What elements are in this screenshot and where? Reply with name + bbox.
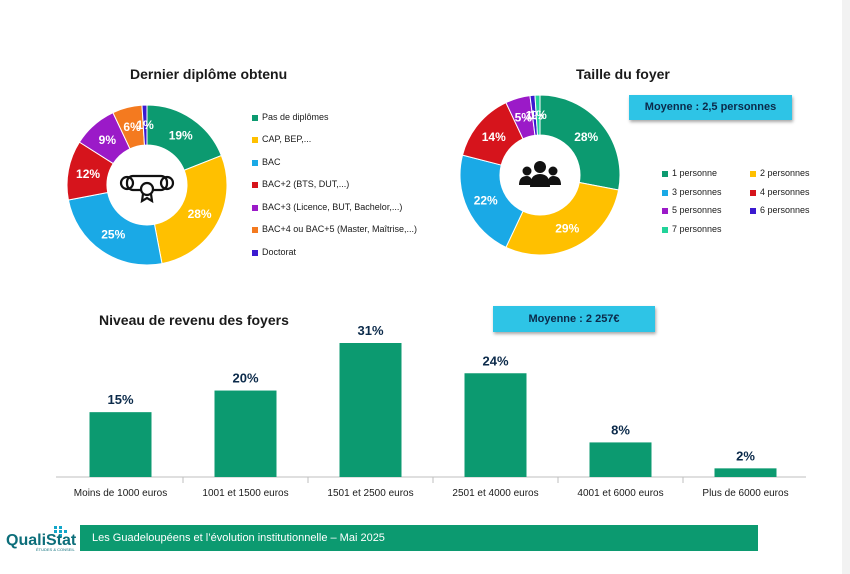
income-category-label-0: Moins de 1000 euros xyxy=(74,488,167,499)
income-bar-label-5: 2% xyxy=(736,448,755,463)
household-legend-swatch-0 xyxy=(662,170,668,177)
diploma-icon xyxy=(119,174,175,204)
diploma-slice-label-5: 6% xyxy=(123,120,141,134)
diploma-slice-label-0: 19% xyxy=(169,128,193,142)
income-category-label-2: 1501 et 2500 euros xyxy=(327,488,413,499)
diploma-legend-item-3: BAC+2 (BTS, DUT,...) xyxy=(252,179,349,189)
qualistat-logo: QualiStat ÉTUDES & CONSEIL xyxy=(6,526,86,557)
diploma-legend-swatch-0 xyxy=(252,114,258,121)
diploma-legend-label-1: CAP, BEP,... xyxy=(262,134,312,144)
diploma-legend-swatch-4 xyxy=(252,204,258,211)
diploma-slice-2 xyxy=(67,191,163,266)
logo-wordmark: QualiStat xyxy=(6,532,77,549)
income-bar-1 xyxy=(214,390,277,477)
income-bar-chart: 15% Moins de 1000 euros 20% 1001 et 1500 eu… xyxy=(56,323,806,499)
diploma-legend-swatch-5 xyxy=(252,226,258,233)
household-legend-swatch-3 xyxy=(750,189,756,196)
diploma-legend-item-5: BAC+4 ou BAC+5 (Master, Maîtrise,...) xyxy=(252,224,417,234)
household-legend-label-3: 4 personnes xyxy=(760,187,810,197)
diploma-slice-label-2: 25% xyxy=(101,228,125,242)
page-edge xyxy=(842,0,850,574)
income-bar-3 xyxy=(464,373,527,477)
diploma-legend-label-6: Doctorat xyxy=(262,247,297,257)
household-average-badge: Moyenne : 2,5 personnes xyxy=(629,95,792,120)
diploma-legend-label-5: BAC+4 ou BAC+5 (Master, Maîtrise,...) xyxy=(262,224,418,234)
household-legend-item-2: 3 personnes xyxy=(662,187,722,197)
diploma-slice-label-6: 1% xyxy=(136,118,154,132)
household-slice-label-6: 1% xyxy=(529,108,547,122)
people-group-icon xyxy=(519,161,561,187)
diploma-legend-item-1: CAP, BEP,... xyxy=(252,134,311,144)
diploma-slice-6 xyxy=(141,104,148,146)
household-legend-swatch-1 xyxy=(750,170,756,177)
diploma-legend-swatch-6 xyxy=(252,249,258,256)
income-category-label-5: Plus de 6000 euros xyxy=(702,488,788,499)
diploma-legend-item-2: BAC xyxy=(252,157,281,167)
household-legend-item-5: 6 personnes xyxy=(750,205,810,215)
household-legend-swatch-2 xyxy=(662,189,668,196)
diploma-legend-item-6: Doctorat xyxy=(252,247,296,257)
household-legend-item-1: 2 personnes xyxy=(750,168,810,178)
diploma-slice-1 xyxy=(153,154,228,265)
diploma-slice-label-3: 12% xyxy=(76,167,100,181)
household-legend-label-1: 2 personnes xyxy=(760,168,810,178)
household-legend-label-4: 5 personnes xyxy=(672,205,722,215)
household-slice-0 xyxy=(539,94,621,191)
household-slice-1 xyxy=(505,181,620,256)
diploma-legend-item-4: BAC+3 (Licence, BUT, Bachelor,...) xyxy=(252,202,402,212)
diploma-legend-swatch-1 xyxy=(252,136,258,143)
income-bar-5 xyxy=(714,468,777,477)
income-bar-label-2: 31% xyxy=(357,323,383,338)
income-category-label-1: 1001 et 1500 euros xyxy=(202,488,288,499)
income-bar-label-1: 20% xyxy=(232,371,258,386)
diploma-chart-title: Dernier diplôme obtenu xyxy=(130,66,288,82)
household-legend-item-3: 4 personnes xyxy=(750,187,810,197)
diploma-legend-item-0: Pas de diplômes xyxy=(252,112,329,122)
household-legend-item-6: 7 personnes xyxy=(662,224,722,234)
household-slice-6 xyxy=(534,94,541,136)
household-slice-label-1: 29% xyxy=(555,221,579,235)
diploma-slice-label-4: 9% xyxy=(99,133,117,147)
diploma-slice-label-1: 28% xyxy=(188,207,212,221)
household-legend-swatch-4 xyxy=(662,207,668,214)
household-legend-label-5: 6 personnes xyxy=(760,205,810,215)
income-bar-0 xyxy=(89,412,152,477)
household-legend-label-6: 7 personnes xyxy=(672,224,722,234)
income-bar-label-0: 15% xyxy=(107,392,133,407)
income-bar-2 xyxy=(339,343,402,477)
income-average-badge: Moyenne : 2 257€ xyxy=(493,306,655,332)
household-legend-swatch-5 xyxy=(750,207,756,214)
diploma-legend-label-2: BAC xyxy=(262,157,281,167)
household-legend-item-4: 5 personnes xyxy=(662,205,722,215)
diploma-legend-label-3: BAC+2 (BTS, DUT,...) xyxy=(262,179,350,189)
diploma-legend-label-0: Pas de diplômes xyxy=(262,112,329,122)
income-category-label-4: 4001 et 6000 euros xyxy=(577,488,663,499)
logo-tagline: ÉTUDES & CONSEIL xyxy=(36,547,75,552)
household-slice-label-2: 22% xyxy=(474,194,498,208)
diploma-legend-label-4: BAC+3 (Licence, BUT, Bachelor,...) xyxy=(262,202,403,212)
household-legend-label-0: 1 personne xyxy=(672,168,718,178)
income-category-label-3: 2501 et 4000 euros xyxy=(452,488,538,499)
household-legend-label-2: 3 personnes xyxy=(672,187,722,197)
diploma-legend-swatch-2 xyxy=(252,159,258,166)
income-bar-label-3: 24% xyxy=(482,353,508,368)
household-chart-title: Taille du foyer xyxy=(576,66,670,82)
income-bar-label-4: 8% xyxy=(611,422,630,437)
diploma-donut-chart: 19% 28% 25% 12% 9% 6%1% xyxy=(66,104,228,266)
household-donut-chart: 28%29%22%14%5%1%1% xyxy=(459,94,621,256)
household-legend-swatch-6 xyxy=(662,226,668,233)
income-bar-4 xyxy=(589,442,652,477)
footer-bar: Les Guadeloupéens et l’évolution institu… xyxy=(80,525,758,551)
household-legend-item-0: 1 personne xyxy=(662,168,717,178)
household-slice-label-4: 5% xyxy=(515,110,533,124)
household-slice-label-3: 14% xyxy=(482,130,506,144)
household-slice-label-0: 28% xyxy=(574,130,598,144)
income-chart-title: Niveau de revenu des foyers xyxy=(99,312,289,328)
diploma-legend-swatch-3 xyxy=(252,181,258,188)
